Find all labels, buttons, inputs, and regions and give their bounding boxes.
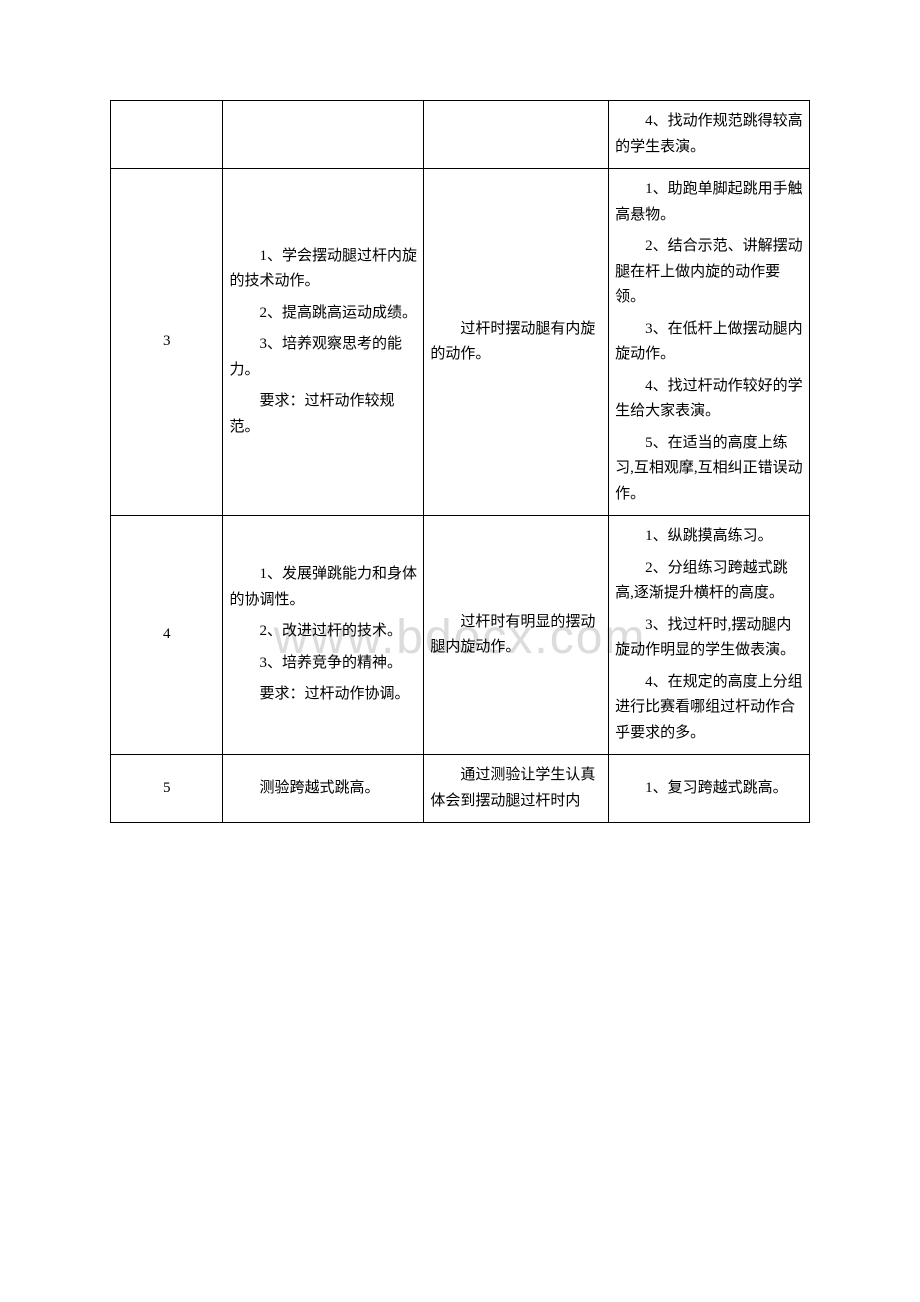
lesson-plan-table: 4、找动作规范跳得较高的学生表演。 31、学会摆动腿过杆内旋的技术动作。 2、提高跳… (110, 100, 810, 823)
objectives-cell (223, 101, 424, 169)
lesson-number-cell (111, 101, 223, 169)
steps-cell: 4、找动作规范跳得较高的学生表演。 (609, 101, 810, 169)
objective-item: 测验跨越式跳高。 (229, 776, 417, 802)
keypoint-cell: 过杆时有明显的摆动腿内旋动作。 (424, 516, 609, 755)
step-item: 2、结合示范、讲解摆动腿在杆上做内旋的动作要领。 (615, 234, 803, 311)
table-row: 4、找动作规范跳得较高的学生表演。 (111, 101, 810, 169)
objective-item: 要求：过杆动作较规范。 (229, 389, 417, 440)
objective-item: 1、学会摆动腿过杆内旋的技术动作。 (229, 244, 417, 295)
step-item: 4、找动作规范跳得较高的学生表演。 (615, 109, 803, 160)
step-item: 5、在适当的高度上练习,互相观摩,互相纠正错误动作。 (615, 431, 803, 508)
objective-item: 2、提高跳高运动成绩。 (229, 301, 417, 327)
table-row: 5测验跨越式跳高。通过测验让学生认真体会到摆动腿过杆时内 1、复习跨越式跳高。 (111, 755, 810, 823)
table-row: 31、学会摆动腿过杆内旋的技术动作。 2、提高跳高运动成绩。 3、培养观察思考的能力… (111, 169, 810, 516)
document-page: www.bdocx.com 4、找动作规范跳得较高的学生表演。31、学会摆动腿过… (110, 100, 810, 823)
lesson-number-cell: 5 (111, 755, 223, 823)
objectives-cell: 测验跨越式跳高。 (223, 755, 424, 823)
keypoint-text: 过杆时摆动腿有内旋的动作。 (430, 317, 602, 368)
step-item: 4、找过杆动作较好的学生给大家表演。 (615, 374, 803, 425)
step-item: 3、找过杆时,摆动腿内旋动作明显的学生做表演。 (615, 613, 803, 664)
objective-item: 2、改进过杆的技术。 (229, 619, 417, 645)
step-item: 1、助跑单脚起跳用手触高悬物。 (615, 177, 803, 228)
objective-item: 1、发展弹跳能力和身体的协调性。 (229, 562, 417, 613)
steps-cell: 1、助跑单脚起跳用手触高悬物。 2、结合示范、讲解摆动腿在杆上做内旋的动作要领。 3… (609, 169, 810, 516)
lesson-number-cell: 4 (111, 516, 223, 755)
objective-item: 要求：过杆动作协调。 (229, 682, 417, 708)
table-row: 41、发展弹跳能力和身体的协调性。 2、改进过杆的技术。 3、培养竞争的精神。要求：… (111, 516, 810, 755)
step-item: 3、在低杆上做摆动腿内旋动作。 (615, 317, 803, 368)
objectives-cell: 1、学会摆动腿过杆内旋的技术动作。 2、提高跳高运动成绩。 3、培养观察思考的能力。… (223, 169, 424, 516)
objectives-cell: 1、发展弹跳能力和身体的协调性。 2、改进过杆的技术。 3、培养竞争的精神。要求：过… (223, 516, 424, 755)
objective-item: 3、培养观察思考的能力。 (229, 332, 417, 383)
keypoint-cell: 过杆时摆动腿有内旋的动作。 (424, 169, 609, 516)
keypoint-cell: 通过测验让学生认真体会到摆动腿过杆时内 (424, 755, 609, 823)
objective-item: 3、培养竞争的精神。 (229, 651, 417, 677)
keypoint-text: 通过测验让学生认真体会到摆动腿过杆时内 (430, 763, 602, 814)
step-item: 4、在规定的高度上分组进行比赛看哪组过杆动作合乎要求的多。 (615, 670, 803, 747)
step-item: 2、分组练习跨越式跳高,逐渐提升横杆的高度。 (615, 556, 803, 607)
steps-cell: 1、复习跨越式跳高。 (609, 755, 810, 823)
steps-cell: 1、纵跳摸高练习。 2、分组练习跨越式跳高,逐渐提升横杆的高度。 3、找过杆时,摆动… (609, 516, 810, 755)
step-item: 1、纵跳摸高练习。 (615, 524, 803, 550)
lesson-number-cell: 3 (111, 169, 223, 516)
keypoint-cell (424, 101, 609, 169)
keypoint-text: 过杆时有明显的摆动腿内旋动作。 (430, 610, 602, 661)
step-item: 1、复习跨越式跳高。 (615, 776, 803, 802)
